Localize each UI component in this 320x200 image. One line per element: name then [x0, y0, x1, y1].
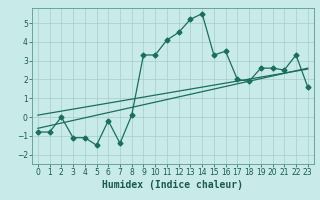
X-axis label: Humidex (Indice chaleur): Humidex (Indice chaleur)	[102, 180, 243, 190]
